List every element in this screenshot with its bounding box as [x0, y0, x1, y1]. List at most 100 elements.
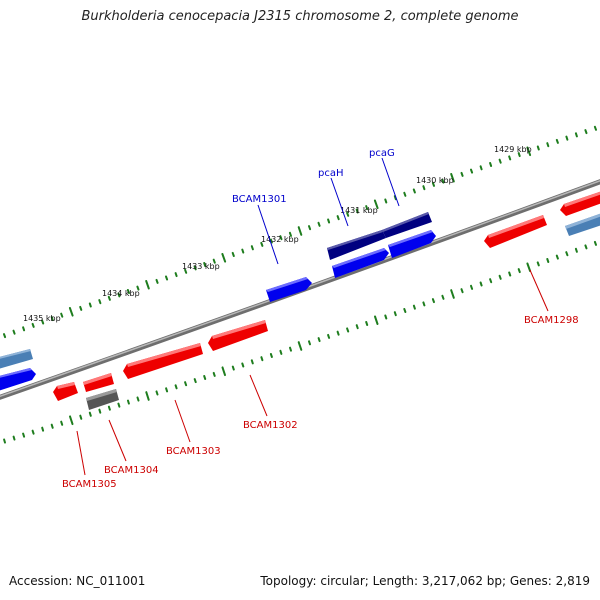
outer-ruler-minor-tick: [269, 238, 273, 244]
outer-ruler-minor-tick: [384, 198, 388, 204]
outer-ruler-minor-tick: [212, 258, 216, 264]
gene-label-bcam1302: BCAM1302: [243, 420, 298, 431]
inner-ruler-major-tick: [374, 315, 379, 325]
outer-ruler-minor-tick: [184, 268, 188, 274]
ruler-label-1430: 1430 kbp: [416, 176, 454, 185]
outer-ruler-minor-tick: [231, 251, 235, 257]
outer-ruler-minor-tick: [50, 316, 54, 322]
outer-ruler-major-tick: [450, 173, 455, 183]
outer-ruler-minor-tick: [584, 129, 588, 135]
inner-ruler-minor-tick: [250, 359, 254, 365]
outer-ruler-minor-tick: [593, 125, 597, 131]
outer-ruler-minor-tick: [355, 208, 359, 214]
outer-ruler-minor-tick: [22, 326, 26, 332]
gene-label-pcaG: pcaG: [369, 148, 395, 159]
outer-ruler-major-tick: [297, 226, 303, 236]
outer-ruler-minor-tick: [479, 165, 483, 171]
gene-label-bcam1304: BCAM1304: [104, 465, 159, 476]
ruler-label-1431: 1431 kbp: [340, 206, 378, 215]
outer-ruler-minor-tick: [327, 218, 331, 224]
inner-ruler-minor-tick: [136, 396, 140, 402]
gene-bcam1305[interactable]: [53, 382, 78, 401]
inner-ruler-minor-tick: [60, 420, 64, 426]
gene-bcam1301[interactable]: [266, 277, 312, 302]
outer-ruler-major-tick: [526, 146, 532, 157]
gene-right-reverse[interactable]: [560, 190, 600, 216]
outer-ruler-minor-tick: [60, 312, 64, 318]
inner-ruler-minor-tick: [203, 375, 207, 380]
outer-ruler-minor-tick: [574, 132, 578, 138]
inner-ruler-minor-tick: [431, 298, 435, 304]
gene-bcam1298[interactable]: [484, 215, 547, 248]
outer-ruler-minor-tick: [136, 285, 140, 291]
inner-ruler-minor-tick: [498, 274, 502, 280]
inner-ruler-minor-tick: [88, 411, 92, 417]
inner-ruler-minor-tick: [555, 254, 559, 260]
outer-ruler-minor-tick: [431, 181, 435, 187]
ruler-label-1434: 1434 kbp: [102, 289, 140, 298]
outer-ruler-major-tick: [373, 199, 379, 210]
gene-label-bcam1303: BCAM1303: [166, 446, 221, 457]
gene-right-faded[interactable]: [565, 212, 600, 236]
leader-bcam1298: [529, 269, 549, 312]
inner-ruler-minor-tick: [441, 294, 445, 300]
ruler-label-1433: 1433 kbp: [182, 262, 220, 271]
outer-ruler-minor-tick: [288, 231, 292, 237]
inner-ruler-minor-tick: [355, 324, 359, 330]
inner-ruler-minor-tick: [107, 405, 111, 411]
inner-ruler-minor-tick: [327, 333, 331, 339]
inner-ruler-minor-tick: [184, 381, 188, 387]
inner-ruler-minor-tick: [336, 330, 340, 336]
inner-ruler-minor-tick: [460, 288, 464, 294]
inner-ruler-minor-tick: [22, 432, 26, 438]
inner-ruler-major-tick: [297, 341, 303, 351]
inner-ruler-minor-tick: [289, 346, 292, 352]
inner-ruler-minor-tick: [174, 384, 178, 390]
gene-bcam1302[interactable]: [208, 320, 268, 351]
outer-ruler-major-tick: [68, 307, 74, 317]
inner-ruler-major-tick: [450, 289, 455, 299]
leader-bcam1304: [108, 419, 127, 462]
gene-pcaG-dark[interactable]: [382, 212, 432, 238]
outer-ruler-minor-tick: [403, 191, 407, 197]
outer-ruler-minor-tick: [393, 195, 397, 201]
gene-pcaG[interactable]: [388, 230, 436, 258]
outer-ruler-minor-tick: [41, 319, 45, 325]
outer-ruler-minor-tick: [336, 215, 340, 221]
inner-ruler-minor-tick: [212, 371, 216, 377]
inner-ruler-major-tick: [145, 391, 150, 401]
inner-ruler-minor-tick: [422, 301, 426, 307]
ruler-label-1435: 1435 kbp: [23, 314, 61, 323]
outer-ruler-minor-tick: [241, 248, 245, 254]
inner-ruler-minor-tick: [489, 278, 493, 284]
gene-bcam1303[interactable]: [123, 343, 203, 379]
inner-ruler-minor-tick: [79, 414, 83, 420]
inner-ruler-major-tick: [526, 262, 532, 272]
gene-label-bcam1301: BCAM1301: [232, 194, 287, 205]
inner-ruler-minor-tick: [260, 356, 264, 362]
inner-ruler-minor-tick: [384, 314, 388, 320]
gene-pcaH-dark[interactable]: [327, 230, 386, 260]
gene-left-forward-faded[interactable]: [0, 349, 33, 370]
outer-ruler-minor-tick: [203, 262, 207, 267]
gene-pcaH[interactable]: [332, 248, 389, 278]
inner-ruler-minor-tick: [574, 247, 578, 253]
inner-ruler-minor-tick: [403, 308, 407, 313]
outer-ruler-minor-tick: [536, 145, 540, 151]
outer-ruler-minor-tick: [279, 235, 283, 241]
gene-bcam1304[interactable]: [83, 373, 114, 392]
gene-left-forward[interactable]: [0, 368, 36, 392]
outer-ruler-minor-tick: [412, 188, 416, 194]
leader-pcaH: [330, 177, 349, 227]
outer-ruler-minor-tick: [193, 265, 197, 271]
outer-ruler-minor-tick: [12, 329, 16, 335]
inner-ruler-minor-tick: [536, 261, 540, 267]
gene-bcam1304-other[interactable]: [86, 389, 119, 410]
inner-ruler-minor-tick: [279, 349, 283, 355]
inner-ruler-minor-tick: [3, 438, 6, 444]
leader-bcam1305: [76, 430, 86, 476]
outer-ruler-ticks: [3, 125, 597, 339]
inner-ruler-minor-tick: [593, 240, 597, 246]
inner-ruler-minor-tick: [470, 284, 474, 290]
